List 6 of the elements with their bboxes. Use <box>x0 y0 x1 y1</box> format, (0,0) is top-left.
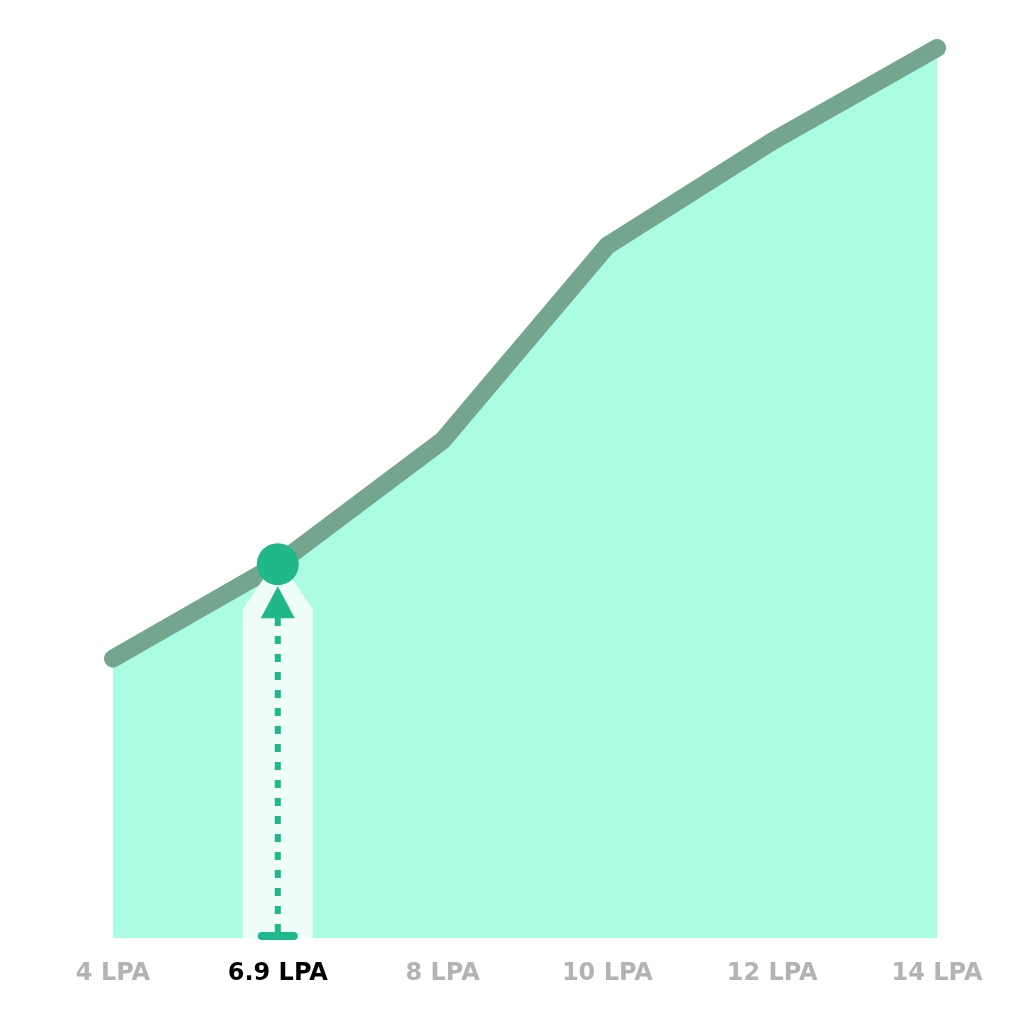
x-tick-label: 10 LPA <box>561 958 654 986</box>
x-tick-label: 12 LPA <box>726 958 819 986</box>
x-tick-label: 6.9 LPA <box>227 958 329 986</box>
x-tick-label: 4 LPA <box>75 958 151 986</box>
x-tick-label: 14 LPA <box>891 958 983 986</box>
x-tick-label: 8 LPA <box>405 958 481 986</box>
